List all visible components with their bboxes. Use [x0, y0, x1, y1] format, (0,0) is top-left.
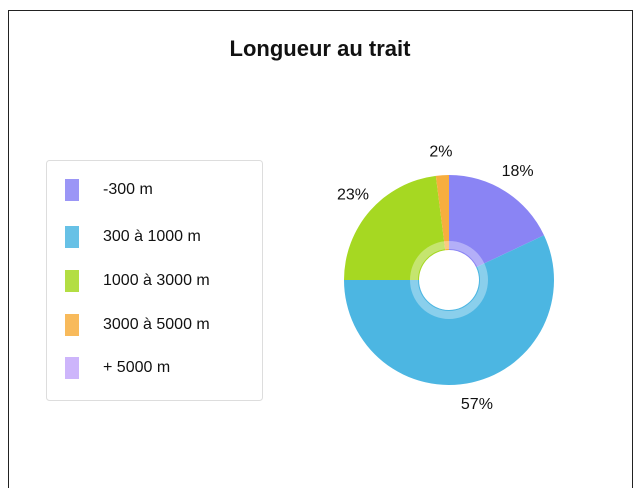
donut-ring — [410, 241, 488, 319]
slice — [449, 175, 545, 268]
slice — [435, 175, 449, 251]
value-label: 18% — [502, 163, 534, 180]
legend-label: 1000 à 3000 m — [103, 272, 210, 289]
legend-swatch — [65, 226, 79, 248]
legend-label: -300 m — [103, 181, 153, 198]
legend-swatch — [65, 179, 79, 201]
slice — [344, 175, 446, 280]
chart-title: Longueur au trait — [230, 36, 412, 61]
legend-label: 3000 à 5000 m — [103, 316, 210, 333]
legend-label: + 5000 m — [103, 359, 170, 376]
value-label: 2% — [429, 143, 452, 160]
legend-label: 300 à 1000 m — [103, 228, 201, 245]
slice — [344, 235, 554, 385]
legend-swatch — [65, 270, 79, 292]
legend-swatch — [65, 357, 79, 379]
legend-swatch — [65, 314, 79, 336]
value-label: 57% — [461, 396, 493, 413]
value-label: 23% — [337, 187, 369, 204]
legend-box — [46, 160, 263, 401]
